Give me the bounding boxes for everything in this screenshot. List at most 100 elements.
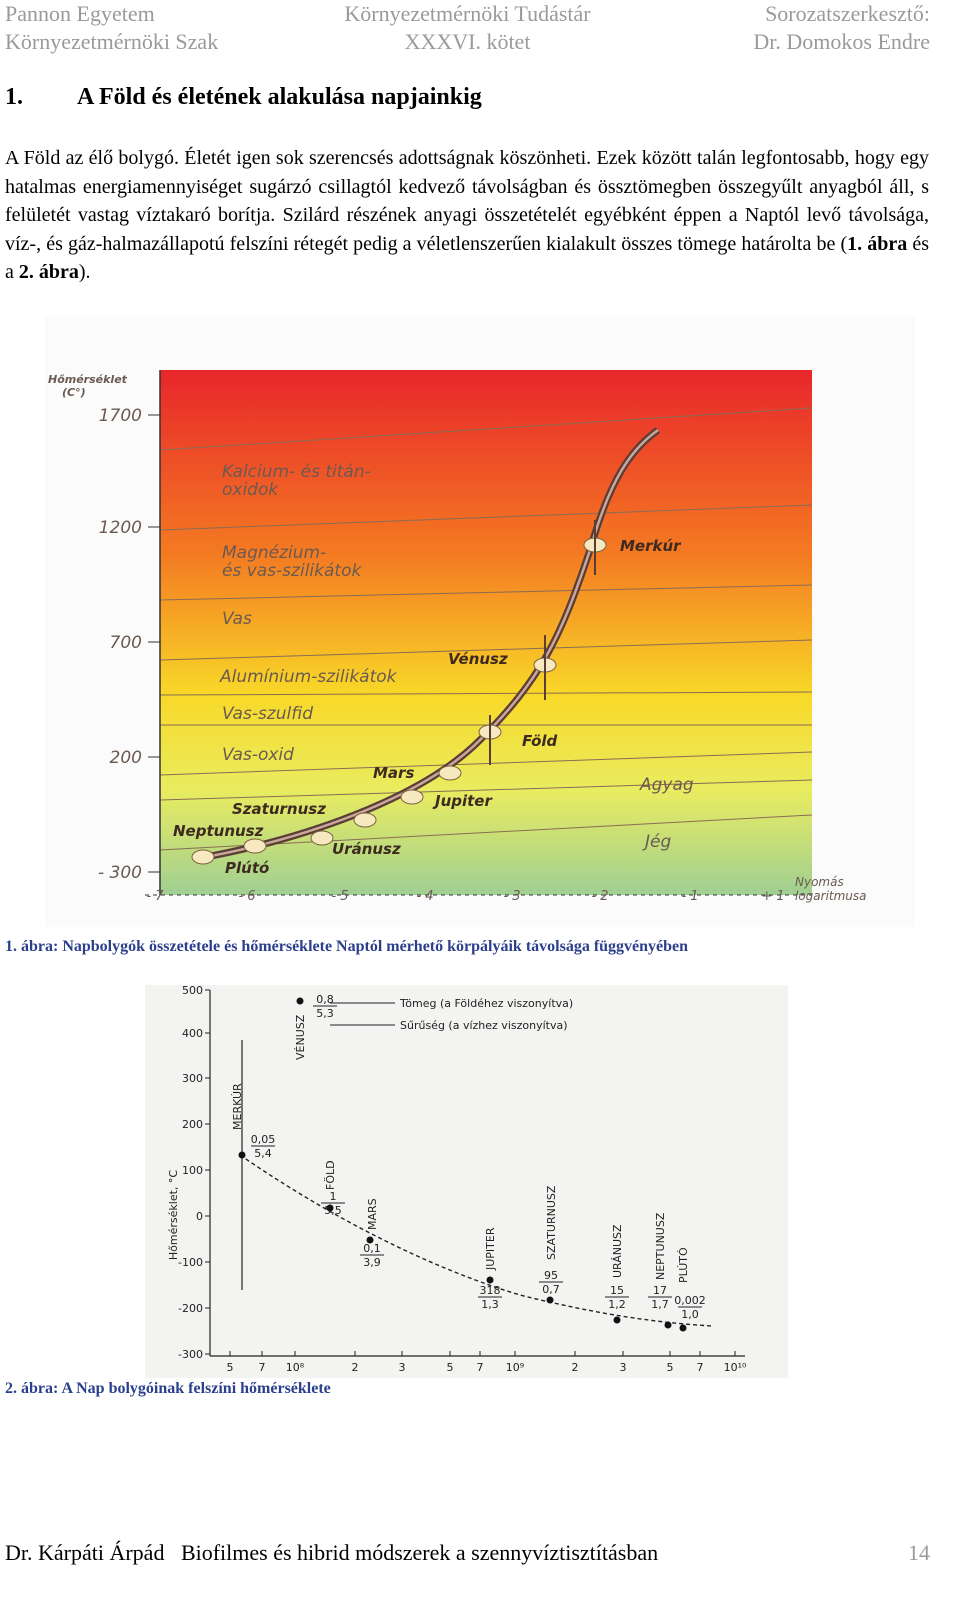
planet-dot xyxy=(243,838,267,854)
legend-label: Sűrűség (a vízhez viszonyítva) xyxy=(400,1019,568,1032)
x-tick-label: 3 xyxy=(399,1361,406,1374)
x-tick-label: 2 xyxy=(572,1361,579,1374)
figure-ref: 2. ábra xyxy=(18,261,79,283)
axis-title: logaritmusa xyxy=(795,889,867,903)
figure-caption: 2. ábra: A Nap bolygóinak felszíni hőmér… xyxy=(5,1380,331,1397)
figure-1: Hőmérséklet(C°) 1700 1200 700 200 - 300 - 7 - 6… xyxy=(45,315,915,927)
axis-title: (C°) xyxy=(62,386,86,399)
planet-label: FÖLD xyxy=(324,1160,337,1190)
zone-label: Vas-oxid xyxy=(222,745,294,765)
planet-label: SZATURNUSZ xyxy=(545,1185,558,1260)
header-right: Sorozatszerkesztő: Dr. Domokos Endre xyxy=(753,0,930,56)
mass-value: 0,1 xyxy=(363,1242,381,1255)
x-tick-label: 10¹⁰ xyxy=(724,1361,747,1374)
density-value: 5,3 xyxy=(316,1007,334,1020)
y-tick-label: 1700 xyxy=(99,406,142,426)
planet-dot xyxy=(191,849,215,865)
section-title: A Föld és életének alakulása napjainkig xyxy=(77,84,482,110)
y-tick-label: -200 xyxy=(178,1302,203,1315)
mass-value: 95 xyxy=(544,1269,558,1282)
x-tick-label: - 4 xyxy=(416,889,433,904)
planet-dot xyxy=(438,765,462,781)
planet-dot xyxy=(353,812,377,828)
axis-title: Nyomás xyxy=(795,875,844,889)
y-tick-label: 700 xyxy=(110,633,142,653)
x-tick-label: - 3 xyxy=(503,889,520,904)
y-tick-label: 400 xyxy=(182,1027,203,1040)
header-center: Környezetmérnöki Tudástár XXXVI. kötet xyxy=(330,0,605,56)
mass-value: 1 xyxy=(330,1190,337,1203)
density-value: 1,2 xyxy=(608,1298,626,1311)
planet-label: NEPTUNUSZ xyxy=(654,1212,667,1280)
zone-label: oxidok xyxy=(222,480,279,500)
planet-label: Jupiter xyxy=(432,792,493,810)
x-tick-label: - 6 xyxy=(238,889,255,904)
x-tick-label: 2 xyxy=(352,1361,359,1374)
planet-label: MARS xyxy=(366,1198,379,1230)
density-value: 1,7 xyxy=(651,1298,669,1311)
planet-label: Szaturnusz xyxy=(232,800,326,818)
paragraph: A Föld az élő bolygó. Életét igen sok sz… xyxy=(5,144,929,287)
text: ). xyxy=(78,261,91,283)
planet-dot xyxy=(400,789,424,805)
y-tick-label: 200 xyxy=(110,748,142,768)
x-tick-label: 10⁸ xyxy=(286,1361,305,1374)
planet-label: Mars xyxy=(373,764,414,782)
y-tick-label: 0 xyxy=(196,1210,203,1223)
density-value: 0,7 xyxy=(542,1283,560,1296)
section-heading: 1. A Föld és életének alakulása napjainki… xyxy=(5,84,482,111)
density-value: 1,3 xyxy=(481,1298,499,1311)
density-value: 1,0 xyxy=(681,1308,699,1321)
footer-text: Dr. Kárpáti Árpád Biofilmes és hibrid mó… xyxy=(5,1540,659,1565)
mass-value: 17 xyxy=(653,1284,667,1297)
planet-label: Merkúr xyxy=(620,537,682,555)
x-tick-label: 5 xyxy=(227,1361,234,1374)
zone-label: Alumínium-szilikátok xyxy=(219,667,398,687)
y-tick-label: 1200 xyxy=(99,518,142,538)
planet-dot xyxy=(326,1204,334,1212)
planet-curve-highlight xyxy=(199,428,659,860)
x-tick-label: + 1 xyxy=(761,889,784,904)
header-text: Környezetmérnöki Szak xyxy=(5,29,219,54)
header-text: Dr. Domokos Endre xyxy=(753,29,930,54)
figure-background xyxy=(145,985,788,1378)
planet-label: Föld xyxy=(522,732,558,750)
planet-dot xyxy=(296,997,304,1005)
x-tick-label: - 5 xyxy=(331,889,348,904)
x-tick-label: - 1 xyxy=(681,889,698,904)
figure-ref: 1. ábra xyxy=(847,232,908,255)
y-tick-label: 200 xyxy=(182,1118,203,1131)
x-tick-label: 5 xyxy=(447,1361,454,1374)
density-value: 3,9 xyxy=(363,1256,381,1269)
x-tick-label: 7 xyxy=(477,1361,484,1374)
y-tick-label: 500 xyxy=(182,985,203,997)
text: és a xyxy=(5,232,929,284)
planet-label: URÁNUSZ xyxy=(611,1224,624,1278)
planet-dot xyxy=(486,1276,494,1284)
y-tick-label: 100 xyxy=(182,1164,203,1177)
mass-value: 0,002 xyxy=(674,1294,706,1307)
planet-dot xyxy=(238,1151,246,1159)
mass-value: 0,05 xyxy=(251,1133,276,1146)
mass-value: 318 xyxy=(480,1284,501,1297)
legend-label: Tömeg (a Földéhez viszonyítva) xyxy=(399,997,573,1010)
planet-label: Uránusz xyxy=(332,840,401,858)
planet-label: Neptunusz xyxy=(173,822,264,840)
x-tick-label: 10⁹ xyxy=(506,1361,524,1374)
plot-area xyxy=(160,370,812,895)
x-tick-label: 3 xyxy=(620,1361,627,1374)
header-text: Pannon Egyetem xyxy=(5,1,155,26)
y-tick-label: - 300 xyxy=(98,863,142,883)
density-value: 5,4 xyxy=(254,1147,272,1160)
planet-label: PLÚTÓ xyxy=(677,1247,690,1283)
planet-label: Plútó xyxy=(225,859,269,877)
zone-label: Jég xyxy=(642,832,671,852)
x-tick-label: - 7 xyxy=(146,889,164,904)
y-tick-label: 300 xyxy=(182,1072,203,1085)
temperature-curve xyxy=(239,1154,713,1327)
planet-label: VÉNUSZ xyxy=(294,1014,307,1060)
zone-label: Magnézium- xyxy=(222,543,326,563)
axis-title: Hőmérséklet xyxy=(48,373,128,386)
zone-label: és vas-szilikátok xyxy=(222,561,362,581)
